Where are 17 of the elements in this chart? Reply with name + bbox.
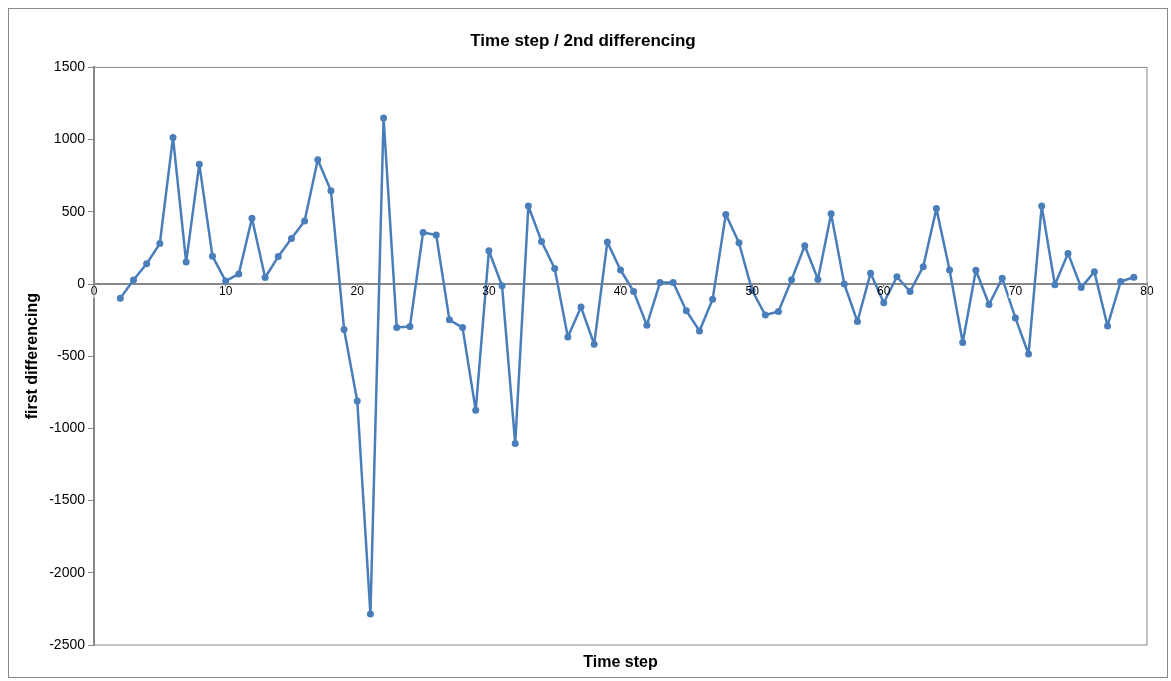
x-tick-label: 70 <box>1008 284 1023 299</box>
x-axis-title: Time step <box>583 653 658 671</box>
y-tick-label: -2500 <box>49 635 86 652</box>
x-tick-label: 10 <box>218 284 233 299</box>
x-tick-label: 20 <box>350 284 365 299</box>
y-axis-title: first differencing <box>23 293 41 420</box>
y-tick-label: -500 <box>56 347 86 364</box>
x-tick-label: 0 <box>90 284 98 299</box>
y-tick-label: 1000 <box>53 130 86 147</box>
x-tick-label: 40 <box>613 284 628 299</box>
y-tick-label: 500 <box>61 202 86 219</box>
chart-title: Time step / 2nd differencing <box>470 30 696 50</box>
y-tick-label: -1000 <box>49 419 86 436</box>
y-tick-label: -2000 <box>49 563 86 580</box>
y-tick-label: -1500 <box>49 491 86 508</box>
y-tick-label: 1500 <box>53 58 86 75</box>
x-tick-label: 80 <box>1140 284 1154 299</box>
